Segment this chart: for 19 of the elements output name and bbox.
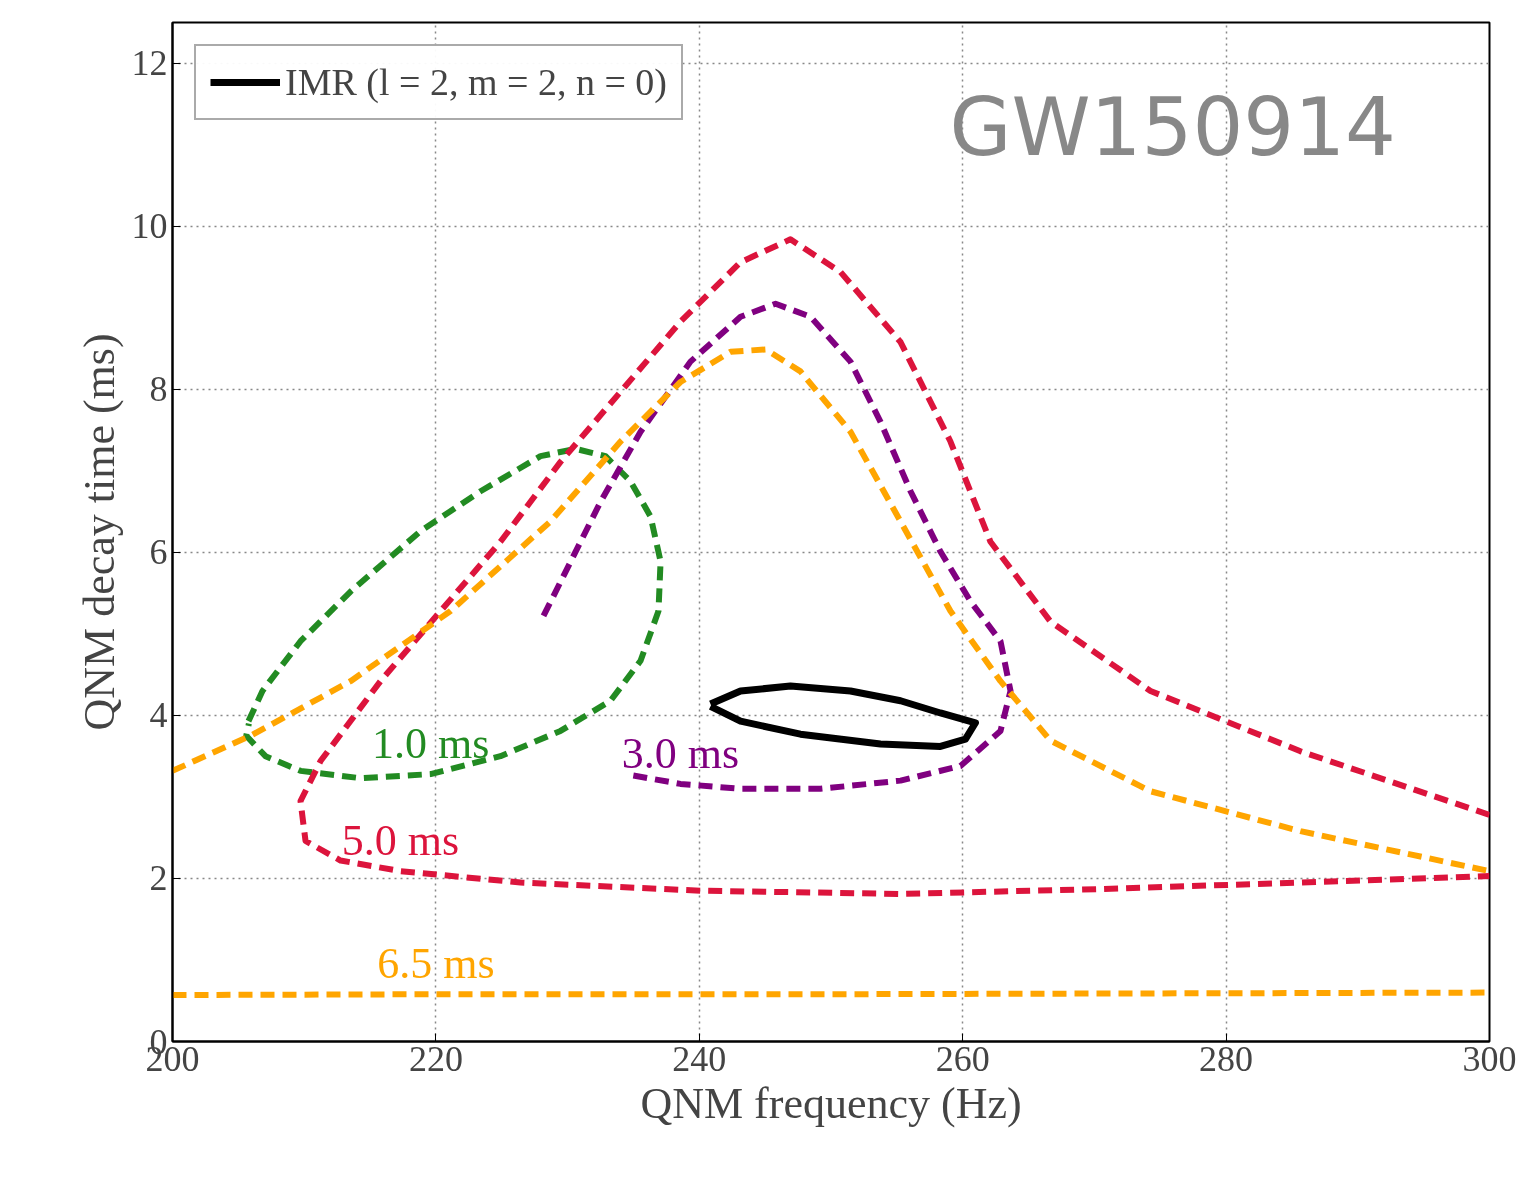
- legend-label: IMR (l = 2, m = 2, n = 0): [285, 60, 668, 104]
- y-tick-label: 4: [149, 695, 168, 736]
- x-tick-label: 260: [935, 1038, 990, 1079]
- x-tick-label: 220: [408, 1038, 463, 1079]
- y-tick-label: 10: [131, 206, 168, 247]
- y-tick-label: 8: [149, 369, 168, 410]
- annotation: 1.0 ms: [371, 719, 490, 769]
- y-tick-label: 2: [149, 858, 168, 899]
- y-axis-title: QNM decay time (ms): [74, 333, 124, 731]
- annotation: 6.5 ms: [377, 939, 495, 989]
- x-tick-label: 280: [1199, 1038, 1254, 1079]
- x-tick-label: 300: [1462, 1038, 1517, 1079]
- y-tick-label: 6: [149, 532, 168, 573]
- annotation: 3.0 ms: [621, 728, 740, 778]
- annotation: 5.0 ms: [341, 816, 460, 866]
- y-tick-label: 12: [131, 43, 168, 84]
- annotation: GW150914: [949, 81, 1396, 175]
- x-tick-label: 240: [672, 1038, 727, 1079]
- x-axis-title: QNM frequency (Hz): [640, 1078, 1022, 1128]
